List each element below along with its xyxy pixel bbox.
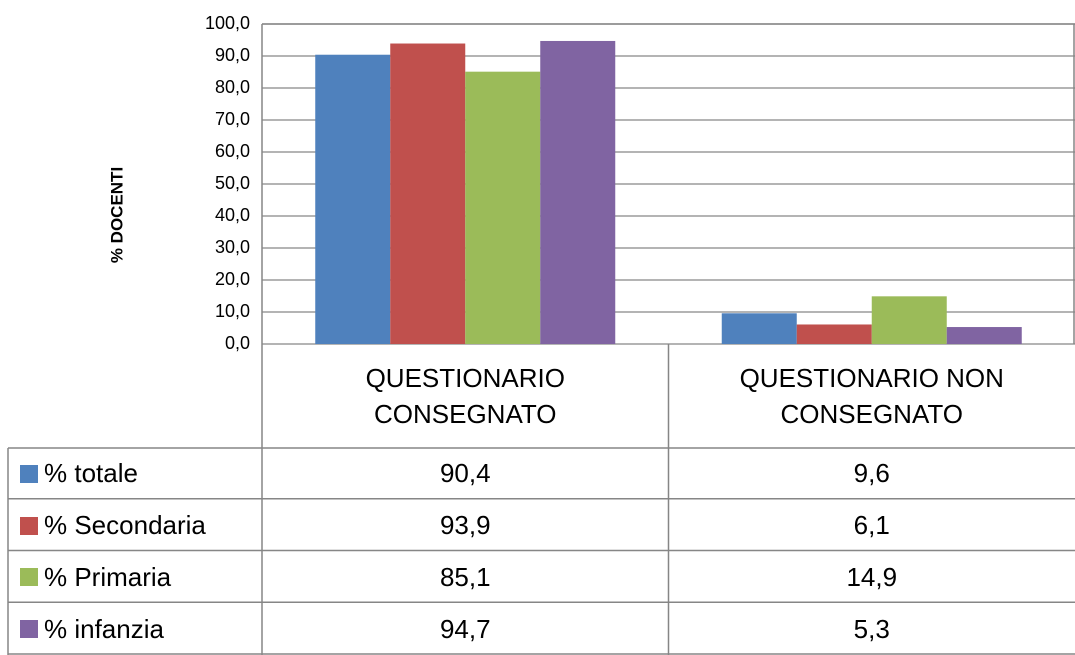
table-value: 9,6 — [853, 458, 890, 489]
bar — [946, 327, 1022, 344]
category-cell: QUESTIONARIO NON CONSEGNATO — [669, 344, 1075, 448]
y-axis-title: % DOCENTI — [107, 167, 126, 263]
y-tick-label: 0,0 — [225, 333, 250, 353]
legend-label: % infanzia — [44, 613, 164, 644]
legend-entry: % infanzia — [8, 603, 262, 655]
table-value: 14,9 — [846, 561, 898, 592]
legend-label: % Primaria — [44, 561, 172, 592]
table-value: 93,9 — [439, 510, 491, 541]
bar — [796, 324, 872, 344]
y-tick-label: 60,0 — [215, 141, 250, 161]
y-tick-label: 90,0 — [215, 45, 250, 65]
bar — [721, 313, 797, 344]
y-tick-label: 30,0 — [215, 237, 250, 257]
y-tick-label: 80,0 — [215, 77, 250, 97]
bar — [315, 54, 391, 344]
table-value: 90,4 — [439, 458, 491, 489]
table-value: 94,7 — [439, 613, 491, 644]
y-tick-label: 20,0 — [215, 269, 250, 289]
y-tick-label: 50,0 — [215, 173, 250, 193]
y-tick-label: 70,0 — [215, 109, 250, 129]
legend-entry: % Secondaria — [8, 500, 262, 552]
bar — [390, 43, 466, 345]
bar — [871, 296, 947, 344]
table-value: 85,1 — [439, 561, 491, 592]
category-cell: QUESTIONARIO CONSEGNATO — [262, 344, 669, 448]
x-tick-label: QUESTIONARIO NON CONSEGNATO — [739, 363, 1004, 429]
y-tick-label: 10,0 — [215, 301, 250, 321]
legend-swatch — [20, 464, 38, 483]
y-tick-label: 40,0 — [215, 205, 250, 225]
bar — [465, 71, 541, 345]
legend-entry: % totale — [8, 448, 262, 500]
legend-swatch — [20, 620, 38, 639]
legend-entry: % Primaria — [8, 552, 262, 604]
table-value: 5,3 — [853, 613, 890, 644]
legend-swatch — [20, 516, 38, 535]
legend-swatch — [20, 568, 38, 587]
legend-label: % Secondaria — [44, 510, 206, 541]
bar — [540, 40, 616, 345]
x-tick-label: QUESTIONARIO CONSEGNATO — [365, 363, 565, 429]
table-value: 6,1 — [853, 510, 890, 541]
legend-label: % totale — [44, 458, 138, 489]
y-tick-label: 100,0 — [205, 13, 250, 33]
